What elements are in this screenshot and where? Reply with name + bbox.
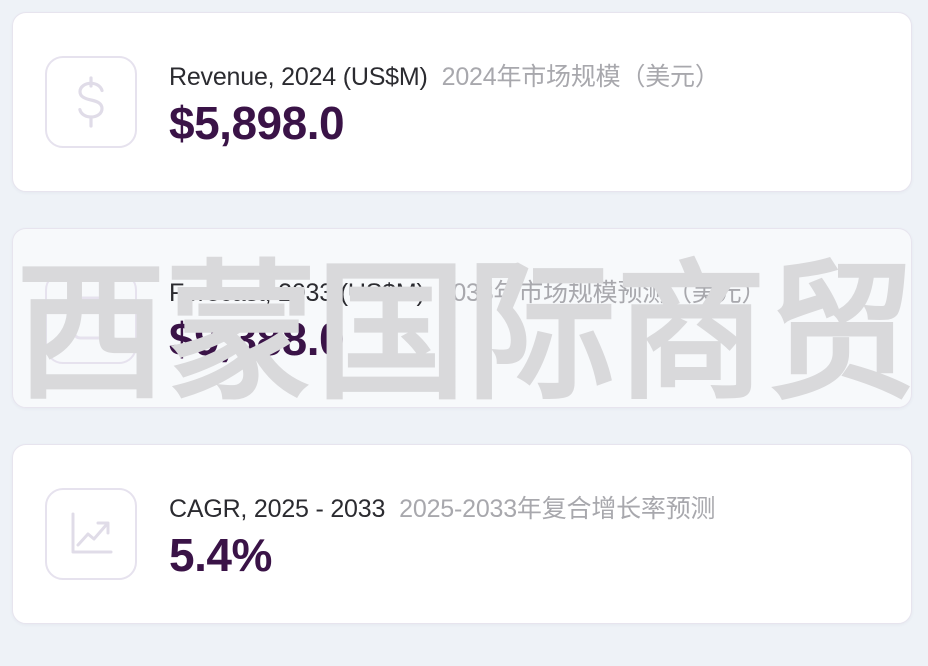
card-title-en: Revenue, 2024 (US$M) xyxy=(169,62,428,91)
card-title-zh: 2025-2033年复合增长率预测 xyxy=(399,494,716,523)
card-title-row: Revenue, 2024 (US$M) 2024年市场规模（美元） xyxy=(169,57,889,93)
card-title-zh: 2033年市场规模预测（美元） xyxy=(438,278,767,307)
card-value: $5,898.0 xyxy=(169,96,345,149)
stat-card-forecast-2033: Forecast, 2033 (US$M) 2033年市场规模预测（美元） $9… xyxy=(12,228,912,408)
card-body: Revenue, 2024 (US$M) 2024年市场规模（美元） $5,89… xyxy=(169,57,889,148)
card-title-en: Forecast, 2033 (US$M) xyxy=(169,278,425,307)
card-title-row: Forecast, 2033 (US$M) 2033年市场规模预测（美元） xyxy=(169,273,889,309)
card-title-zh: 2024年市场规模（美元） xyxy=(441,62,720,91)
card-body: Forecast, 2033 (US$M) 2033年市场规模预测（美元） $9… xyxy=(169,273,889,364)
card-body: CAGR, 2025 - 2033 2025-2033年复合增长率预测 5.4% xyxy=(169,489,889,580)
card-value: 5.4% xyxy=(169,528,272,581)
card-title-row: CAGR, 2025 - 2033 2025-2033年复合增长率预测 xyxy=(169,489,889,525)
card-value: $9,388.0 xyxy=(169,312,345,365)
trend-up-chart-icon xyxy=(45,488,137,580)
stat-card-cagr: CAGR, 2025 - 2033 2025-2033年复合增长率预测 5.4% xyxy=(12,444,912,624)
forecast-box-icon xyxy=(45,272,137,364)
stat-card-revenue-2024: Revenue, 2024 (US$M) 2024年市场规模（美元） $5,89… xyxy=(12,12,912,192)
dollar-sign-icon xyxy=(45,56,137,148)
card-title-en: CAGR, 2025 - 2033 xyxy=(169,494,386,523)
